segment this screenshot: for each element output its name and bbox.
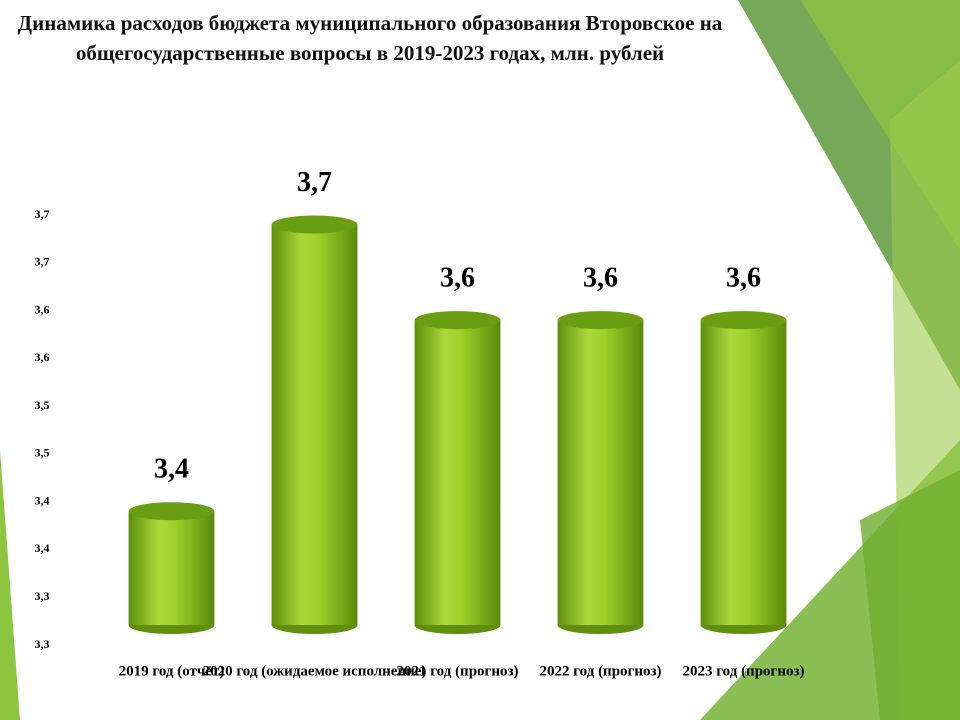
y-tick-label: 3,4: [35, 493, 50, 507]
y-tick-label: 3,4: [35, 541, 50, 555]
x-tick-label: 2021 год (прогноз): [396, 663, 518, 679]
value-label: 3,6: [440, 263, 475, 294]
y-tick-label: 3,3: [35, 637, 50, 651]
x-tick-label: 2019 год (отчёт): [119, 663, 225, 679]
value-label: 3,4: [154, 454, 189, 485]
y-tick-label: 3,6: [35, 302, 50, 316]
bar: [414, 320, 501, 625]
bar-top: [271, 215, 358, 234]
x-tick-label: 2022 год (прогноз): [539, 663, 661, 679]
y-tick-label: 3,5: [35, 398, 50, 412]
value-label: 3,7: [297, 167, 332, 198]
bar-top: [128, 502, 215, 521]
y-tick-label: 3,7: [35, 255, 50, 269]
bar-top: [700, 311, 787, 330]
bar: [271, 224, 358, 626]
bar-top: [414, 311, 501, 330]
y-tick-label: 3,6: [35, 350, 50, 364]
value-label: 3,6: [583, 263, 618, 294]
value-label: 3,6: [726, 263, 761, 294]
bar: [128, 511, 215, 625]
y-tick-label: 3,3: [35, 589, 50, 603]
bar: [557, 320, 644, 625]
chart-title: Динамика расходов бюджета муниципального…: [17, 11, 723, 65]
bar: [700, 320, 787, 625]
x-tick-label: 2023 год (прогноз): [682, 663, 804, 679]
y-tick-label: 3,5: [35, 446, 50, 460]
y-tick-label: 3,7: [35, 207, 50, 221]
x-tick-label: 2020 год (ожидаемое исполнение): [203, 663, 427, 679]
bar-top: [557, 311, 644, 330]
